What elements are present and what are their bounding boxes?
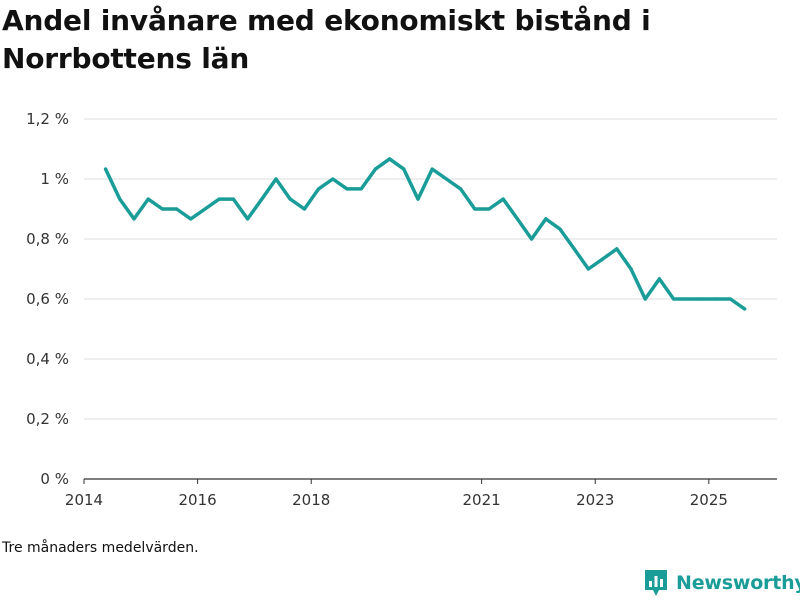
data-point	[416, 197, 420, 201]
data-point	[572, 247, 576, 251]
data-point	[274, 177, 278, 181]
y-tick-label: 0,2 %	[26, 410, 69, 428]
x-tick-label: 2021	[463, 491, 501, 509]
data-point	[473, 207, 477, 211]
brand-logo[interactable]: Newsworthy	[643, 568, 800, 598]
data-point	[459, 187, 463, 191]
footnote: Tre månaders medelvärden.	[2, 540, 199, 556]
data-point	[345, 187, 349, 191]
data-point	[359, 187, 363, 191]
data-point	[586, 267, 591, 271]
data-point	[728, 297, 733, 301]
y-tick-label: 0,4 %	[26, 350, 69, 368]
x-tick-label: 2018	[292, 491, 330, 509]
x-axis-ticks: 2014 2016 2018 2021 2023 2025	[65, 479, 728, 509]
data-point	[444, 177, 449, 181]
x-tick-label: 2025	[690, 491, 728, 509]
series-line-0	[103, 157, 747, 311]
y-tick-label: 0 %	[40, 470, 69, 488]
x-tick-label: 2016	[179, 491, 217, 509]
data-point	[288, 197, 292, 201]
data-point	[515, 217, 520, 221]
y-tick-label: 1 %	[40, 170, 69, 188]
data-point	[402, 167, 406, 171]
data-point	[643, 297, 647, 301]
data-point	[743, 307, 747, 311]
data-point	[260, 197, 264, 201]
y-axis-tick-labels: 0 % 0,2 % 0,4 % 0,6 % 0,8 % 1 % 1,2 %	[26, 110, 69, 488]
data-point	[146, 197, 150, 201]
data-point	[530, 237, 534, 241]
data-point	[544, 217, 548, 221]
y-tick-label: 0,8 %	[26, 230, 69, 248]
data-point	[245, 217, 250, 221]
data-point	[657, 277, 662, 281]
chart-title: Andel invånare med ekonomiskt bistånd i …	[2, 4, 651, 75]
x-tick-label: 2023	[576, 491, 614, 509]
data-point	[430, 167, 434, 171]
data-point	[686, 297, 690, 301]
y-tick-label: 1,2 %	[26, 110, 69, 128]
data-point	[629, 267, 633, 271]
data-point	[160, 207, 164, 211]
data-point	[118, 197, 122, 201]
data-point	[103, 167, 108, 171]
data-point	[373, 167, 378, 171]
data-point	[714, 297, 718, 301]
data-point	[174, 207, 179, 211]
data-point	[331, 177, 335, 181]
data-point	[203, 207, 207, 211]
y-tick-label: 0,6 %	[26, 290, 69, 308]
data-point	[388, 157, 392, 161]
brand-name: Newsworthy	[676, 572, 800, 594]
data-point	[700, 297, 704, 301]
data-point	[316, 187, 321, 191]
series-layer	[103, 157, 747, 311]
data-point	[558, 227, 562, 231]
data-point	[132, 217, 136, 221]
data-point	[672, 297, 676, 301]
data-point	[601, 257, 605, 261]
data-point	[487, 207, 491, 211]
x-tick-label: 2014	[65, 491, 103, 509]
newsworthy-icon	[645, 570, 667, 596]
data-point	[302, 207, 306, 211]
data-point	[501, 197, 505, 201]
data-point	[217, 197, 221, 201]
data-point	[231, 197, 235, 201]
data-point	[615, 247, 619, 251]
data-point	[189, 217, 193, 221]
gridlines	[84, 118, 777, 420]
